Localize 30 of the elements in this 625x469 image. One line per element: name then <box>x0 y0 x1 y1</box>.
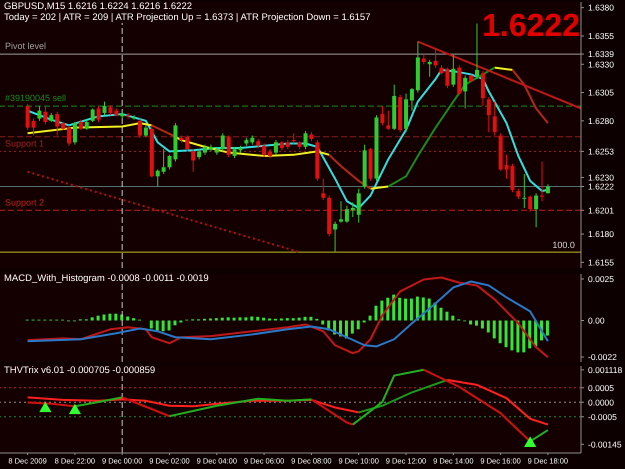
ref-line-label: Support 2 <box>5 197 44 208</box>
y-tick-label: 1.6201 <box>588 205 614 216</box>
annotation: 1.6222 <box>482 7 580 43</box>
y-tick-label: 0.0000 <box>588 397 614 408</box>
y-tick-label: 1.6355 <box>588 30 614 41</box>
y-tick-label: 1.6230 <box>588 172 614 182</box>
text: Today = 202 | ATR = 209 | ATR Projection Up = 1.6373 | ATR Projection Down = 1.6157 <box>4 12 371 23</box>
ref-line-label: #39190045 sell <box>5 93 66 104</box>
y-tick-label: 0.001118 <box>588 364 622 375</box>
annotation: 100.0 <box>552 240 575 250</box>
y-tick-label: 0.00 <box>588 315 605 326</box>
chart-title: THVTrix v6.01 -0.000705 -0.000859 <box>4 365 156 376</box>
y-tick-label: 1.6253 <box>588 146 614 156</box>
ref-line-label: Support 1 <box>5 138 44 148</box>
chart-title: GBPUSD,M15 1.6216 1.6224 1.6216 1.6222 <box>4 1 192 12</box>
y-tick-label: -0.0022 <box>588 352 618 362</box>
y-tick-label: 1.6180 <box>588 229 614 240</box>
y-tick-label: 0.0025 <box>588 274 614 284</box>
y-tick-label: 0.0005 <box>588 382 614 393</box>
y-tick-label: -0.0005 <box>588 412 618 422</box>
y-tick-label: 1.6305 <box>588 88 614 98</box>
y-tick-label: 1.6339 <box>588 49 614 60</box>
chart-title: MACD_With_Histogram -0.0008 -0.0011 -0.0019 <box>4 273 209 284</box>
y-tick-label: 1.6280 <box>588 116 614 126</box>
y-tick-label: 1.6330 <box>588 59 614 70</box>
ref-line-label: Pivot level <box>5 41 46 52</box>
y-tick-label: 1.6155 <box>588 257 614 268</box>
y-tick-label: 1.6222 <box>588 182 614 192</box>
y-tick-label: -0.00145 <box>588 439 622 450</box>
y-tick-label: 1.6380 <box>588 2 614 13</box>
